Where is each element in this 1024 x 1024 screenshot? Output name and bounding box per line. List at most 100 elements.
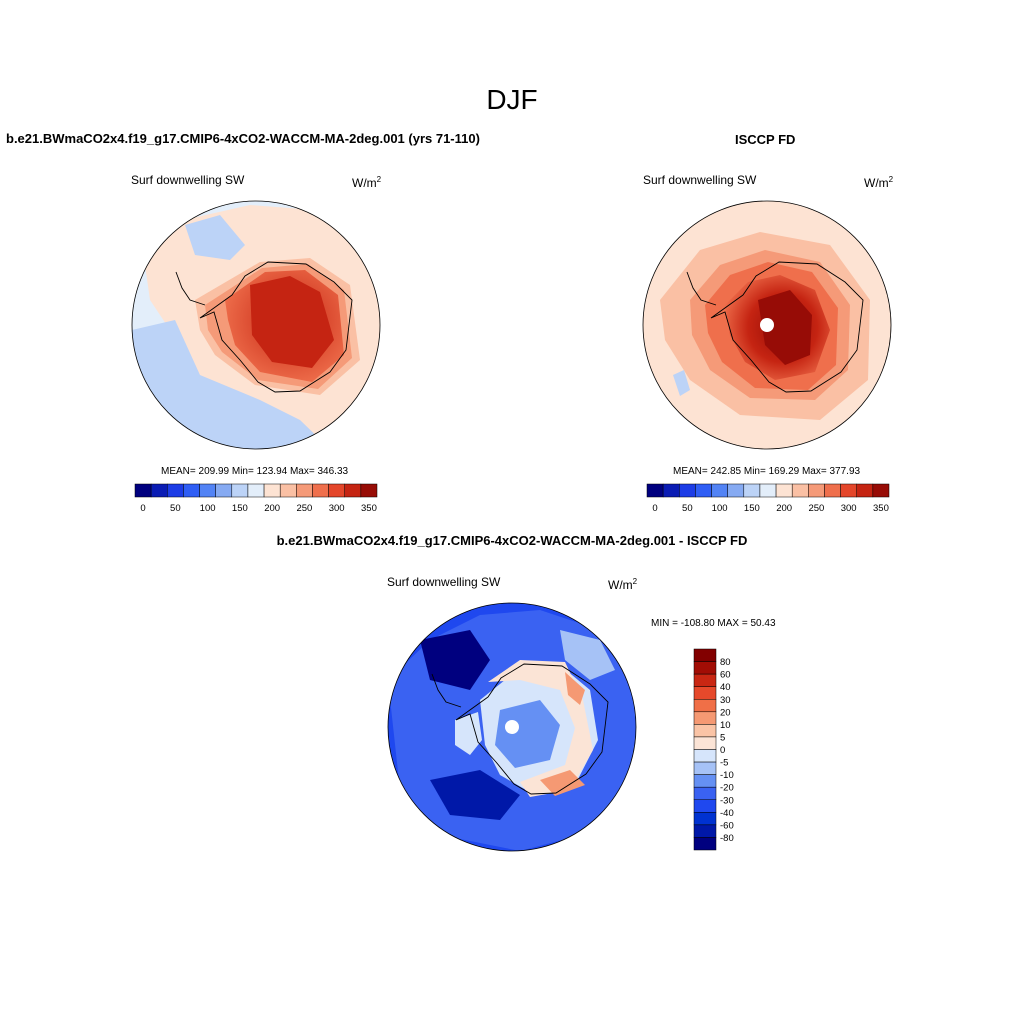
diff-colorbar-tick-label: 10 [720, 720, 731, 731]
obs-units: W/m2 [864, 175, 894, 190]
diff-colorbar-tick-label: 20 [720, 707, 731, 718]
obs-colorbar-segment [743, 483, 761, 498]
diff-colorbar-tick-label: 80 [720, 657, 731, 668]
diff-colorbar-segment [693, 837, 717, 851]
obs-map [643, 201, 891, 449]
model-colorbar-segment [183, 483, 200, 498]
obs-colorbar-segment [759, 483, 777, 498]
model-colorbar-segment [167, 483, 184, 498]
diff-colorbar-segment [693, 648, 717, 662]
obs-colorbar-segment [840, 483, 857, 498]
model-colorbar-tick-label: 150 [232, 503, 248, 514]
model-variable-label: Surf downwelling SW [131, 173, 245, 187]
diff-colorbar-tick-label: -60 [720, 820, 734, 831]
model-colorbar-segment [360, 483, 378, 498]
obs-colorbar-tick-label: 300 [841, 503, 857, 514]
diff-units: W/m2 [608, 577, 638, 592]
diff-stats: MIN = -108.80 MAX = 50.43 [651, 618, 776, 629]
diff-colorbar-segment [693, 786, 717, 800]
model-units: W/m2 [352, 175, 382, 190]
model-colorbar-segment [344, 483, 362, 498]
diff-colorbar-tick-label: -80 [720, 833, 734, 844]
model-colorbar-tick-label: 50 [170, 503, 181, 514]
diff-colorbar-segment [693, 699, 717, 713]
diff-colorbar-segment [693, 673, 717, 687]
model-colorbar-segment [215, 483, 233, 498]
obs-colorbar-tick-label: 250 [808, 503, 824, 514]
obs-colorbar-segment [824, 483, 841, 498]
diff-colorbar-tick-label: -5 [720, 758, 728, 769]
obs-colorbar-segment [791, 483, 809, 498]
obs-colorbar-segment [646, 483, 664, 498]
diff-colorbar-segment [693, 686, 717, 700]
obs-colorbar-tick-label: 100 [712, 503, 728, 514]
diff-colorbar-segment [693, 736, 717, 750]
left-panel-header: b.e21.BWmaCO2x4.f19_g17.CMIP6-4xCO2-WACC… [6, 131, 480, 146]
obs-variable-label: Surf downwelling SW [643, 173, 757, 187]
model-stats: MEAN= 209.99 Min= 123.94 Max= 346.33 [161, 466, 349, 477]
diff-colorbar-tick-label: 60 [720, 670, 731, 681]
diff-colorbar-segment [693, 724, 717, 738]
obs-colorbar-segment [727, 483, 745, 498]
obs-colorbar-segment [808, 483, 825, 498]
obs-colorbar-segment [872, 483, 890, 498]
model-colorbar-segment [328, 483, 345, 498]
obs-colorbar-segment [711, 483, 728, 498]
diff-colorbar-tick-label: -30 [720, 795, 734, 806]
model-colorbar-segment [279, 483, 297, 498]
model-map [132, 201, 380, 449]
figure-title: DJF [486, 84, 538, 115]
diff-colorbar-tick-label: 40 [720, 682, 731, 693]
obs-colorbar-segment [775, 483, 793, 498]
model-colorbar-tick-label: 350 [361, 503, 377, 514]
right-panel-header: ISCCP FD [735, 132, 796, 147]
diff-colorbar-tick-label: 5 [720, 732, 725, 743]
diff-colorbar-segment [693, 774, 717, 788]
obs-colorbar-segment [662, 483, 680, 498]
obs-colorbar-tick-label: 350 [873, 503, 889, 514]
model-colorbar-segment [263, 483, 281, 498]
model-colorbar-tick-label: 0 [140, 503, 145, 514]
model-colorbar-tick-label: 250 [296, 503, 312, 514]
diff-colorbar-tick-label: -10 [720, 770, 734, 781]
obs-colorbar-tick-label: 50 [682, 503, 693, 514]
diff-colorbar-tick-label: 30 [720, 695, 731, 706]
model-colorbar: 0 50 100 150 200 250 300 350 [134, 483, 378, 514]
model-colorbar-segment [247, 483, 265, 498]
diff-colorbar-tick-label: -40 [720, 808, 734, 819]
obs-stats: MEAN= 242.85 Min= 169.29 Max= 377.93 [673, 466, 861, 477]
model-colorbar-segment [199, 483, 216, 498]
obs-colorbar-segment [679, 483, 696, 498]
model-colorbar-tick-label: 300 [329, 503, 345, 514]
diff-colorbar-segment [693, 661, 717, 675]
model-map-border [131, 200, 381, 450]
model-colorbar-segment [150, 483, 168, 498]
diff-map [388, 603, 636, 851]
model-colorbar-segment [312, 483, 329, 498]
diff-colorbar-segment [693, 711, 717, 725]
model-colorbar-segment [296, 483, 313, 498]
obs-colorbar-tick-label: 0 [652, 503, 657, 514]
diff-colorbar-tick-label: -20 [720, 783, 734, 794]
obs-colorbar-tick-label: 200 [776, 503, 792, 514]
obs-colorbar: 0 50 100 150 200 250 300 350 [646, 483, 890, 514]
diff-colorbar-tick-label: 0 [720, 745, 725, 756]
diff-colorbar-segment [693, 812, 717, 826]
diff-variable-label: Surf downwelling SW [387, 575, 501, 589]
bottom-panel-header: b.e21.BWmaCO2x4.f19_g17.CMIP6-4xCO2-WACC… [276, 533, 748, 548]
obs-map-border [642, 200, 892, 450]
diff-colorbar-segment [693, 824, 717, 838]
model-colorbar-segment [134, 483, 152, 498]
obs-colorbar-tick-label: 150 [744, 503, 760, 514]
diff-colorbar-segment [693, 749, 717, 763]
obs-colorbar-segment [856, 483, 874, 498]
model-colorbar-tick-label: 100 [200, 503, 216, 514]
model-colorbar-segment [231, 483, 249, 498]
diff-colorbar-segment [693, 799, 717, 813]
diff-map-border [387, 602, 637, 852]
diff-colorbar-segment [693, 761, 717, 775]
model-colorbar-tick-label: 200 [264, 503, 280, 514]
obs-colorbar-segment [695, 483, 712, 498]
